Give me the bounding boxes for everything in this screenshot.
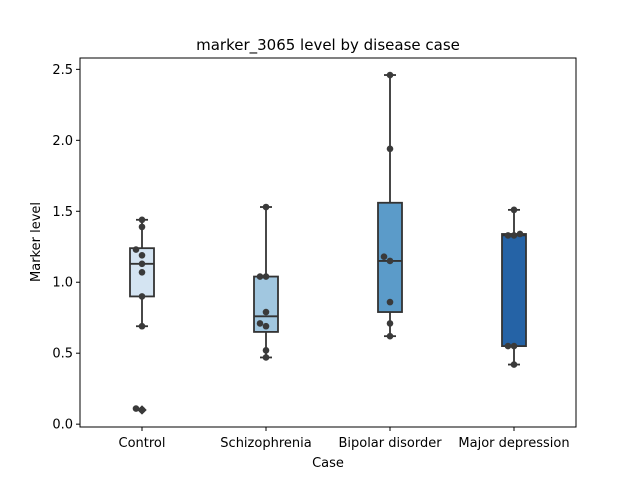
x-tick-label: Bipolar disorder xyxy=(338,436,442,451)
y-tick-label: 1.0 xyxy=(52,276,73,291)
data-point xyxy=(504,232,512,239)
x-tick-label: Schizophrenia xyxy=(220,436,311,451)
chart-title: marker_3065 level by disease case xyxy=(196,36,460,55)
data-point xyxy=(138,260,146,268)
y-tick-label: 1.5 xyxy=(52,205,73,220)
data-points xyxy=(132,71,524,414)
data-point xyxy=(386,145,394,153)
data-point xyxy=(138,269,146,276)
data-point xyxy=(386,320,394,327)
data-point xyxy=(138,406,146,414)
data-point xyxy=(504,342,512,350)
y-axis: 0.0 0.5 1.0 1.5 2.0 2.5 xyxy=(52,63,80,433)
data-point xyxy=(138,293,146,300)
box-plots xyxy=(129,74,527,415)
x-tick-label: Control xyxy=(119,436,166,451)
y-tick-label: 2.5 xyxy=(52,63,73,78)
x-tick-label: Major depression xyxy=(458,436,569,451)
data-point xyxy=(262,354,270,361)
box-schizophrenia xyxy=(253,206,279,359)
box-bipolar-disorder xyxy=(377,74,403,338)
plot-area xyxy=(79,57,577,428)
x-axis-label: Case xyxy=(312,456,344,471)
data-point xyxy=(510,342,518,350)
data-point xyxy=(256,273,264,280)
data-point xyxy=(132,246,140,253)
y-axis-label: Marker level xyxy=(29,202,44,282)
y-tick-label: 0.0 xyxy=(52,418,73,433)
iqr-box xyxy=(501,233,527,348)
data-point xyxy=(262,308,270,316)
y-tick-label: 2.0 xyxy=(52,134,73,149)
data-point xyxy=(510,206,518,214)
data-point xyxy=(256,320,264,327)
data-point xyxy=(386,71,394,79)
data-point xyxy=(516,230,524,238)
data-point xyxy=(380,253,388,260)
x-axis: Control Schizophrenia Bipolar disorder Majo… xyxy=(119,427,570,451)
data-point xyxy=(262,273,270,280)
y-tick-label: 0.5 xyxy=(52,347,73,362)
data-point xyxy=(262,322,270,330)
data-point xyxy=(138,251,146,259)
data-point xyxy=(510,232,518,239)
data-point xyxy=(386,298,394,306)
data-point xyxy=(510,361,518,368)
data-point xyxy=(138,216,146,224)
data-point xyxy=(386,332,394,340)
data-point xyxy=(262,203,270,211)
data-point xyxy=(386,257,394,265)
data-point xyxy=(132,405,140,412)
data-point xyxy=(138,223,146,231)
data-point xyxy=(262,347,270,354)
data-point xyxy=(138,322,146,330)
